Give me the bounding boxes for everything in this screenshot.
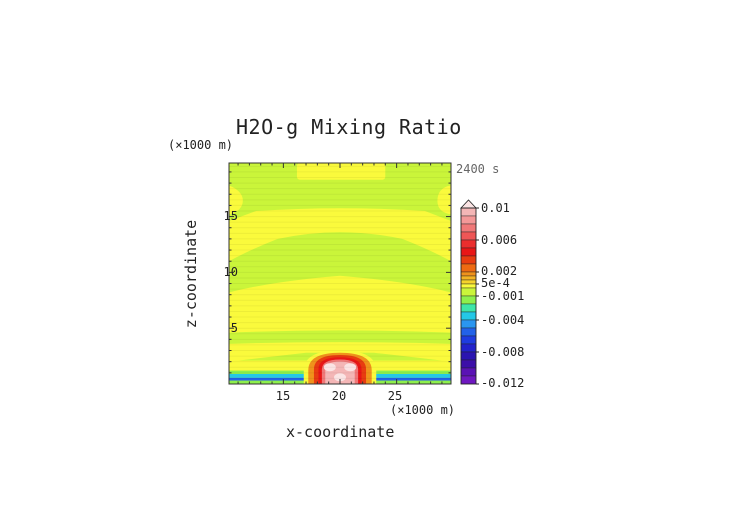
thermal-core-blob-2 bbox=[334, 373, 346, 382]
colorbar-swatch bbox=[460, 367, 477, 377]
colorbar-tick-label: -0.004 bbox=[481, 313, 525, 327]
colorbar-swatch bbox=[460, 359, 477, 369]
colorbar-tick-label: 0.006 bbox=[481, 233, 518, 247]
x-tick-label: 15 bbox=[275, 389, 291, 403]
thermal-core-blob-1 bbox=[344, 363, 357, 372]
colorbar-tick-label: -0.012 bbox=[481, 376, 525, 390]
colorbar-swatch bbox=[460, 295, 477, 305]
colorbar-swatch bbox=[460, 223, 477, 233]
colorbar-swatch bbox=[460, 215, 477, 225]
contour-region-right-lobe bbox=[437, 185, 451, 215]
chart-title: H2O-g Mixing Ratio bbox=[236, 115, 462, 139]
y-tick-label: 10 bbox=[223, 265, 238, 279]
x-axis-label: x-coordinate bbox=[286, 423, 395, 441]
colorbar-swatch bbox=[460, 311, 477, 321]
x-unit-label: (×1000 m) bbox=[390, 403, 456, 417]
colorbar-swatch bbox=[460, 271, 477, 277]
thermal-core-blob-0 bbox=[323, 363, 336, 372]
colorbar-swatch bbox=[460, 231, 477, 241]
colorbar-swatch bbox=[460, 319, 477, 329]
contour-region-green-arc bbox=[229, 330, 451, 344]
colorbar-tick-label: -0.008 bbox=[481, 345, 525, 359]
colorbar-swatch bbox=[460, 247, 477, 257]
x-tick-label: 25 bbox=[387, 389, 403, 403]
colorbar-swatch bbox=[460, 207, 477, 217]
contour-region-lower-band bbox=[229, 275, 451, 362]
colorbar-swatch bbox=[460, 343, 477, 353]
colorbar-swatch bbox=[460, 327, 477, 337]
colorbar-swatch bbox=[460, 375, 477, 385]
contour-region-upper-plume bbox=[296, 163, 386, 180]
colorbar-swatch bbox=[460, 287, 477, 297]
contour-region-central-band bbox=[229, 208, 451, 262]
colorbar-tick-label: 0.002 bbox=[481, 264, 518, 278]
colorbar-swatch bbox=[460, 283, 477, 289]
colorbar-swatch bbox=[460, 351, 477, 361]
y-tick-label: 5 bbox=[230, 321, 238, 335]
colorbar-swatch bbox=[460, 303, 477, 313]
colorbar-tick-label: 0.01 bbox=[481, 201, 510, 215]
colorbar-over-triangle bbox=[460, 199, 477, 209]
colorbar-tick-label: 5e-4 bbox=[481, 276, 510, 290]
colorbar-swatch bbox=[460, 255, 477, 265]
y-tick-label: 15 bbox=[223, 209, 238, 223]
y-axis-label: z-coordinate bbox=[182, 219, 200, 329]
colorbar-swatch bbox=[460, 275, 477, 281]
x-tick-label: 20 bbox=[331, 389, 347, 403]
contour-region-left-lobe bbox=[229, 185, 243, 215]
colorbar-swatch bbox=[460, 239, 477, 249]
y-unit-label: (×1000 m) bbox=[168, 138, 234, 152]
colorbar-tick-label: -0.001 bbox=[481, 289, 525, 303]
time-label: 2400 s bbox=[456, 162, 500, 176]
colorbar-swatch bbox=[460, 279, 477, 285]
colorbar-swatch bbox=[460, 335, 477, 345]
colorbar-swatch bbox=[460, 263, 477, 273]
